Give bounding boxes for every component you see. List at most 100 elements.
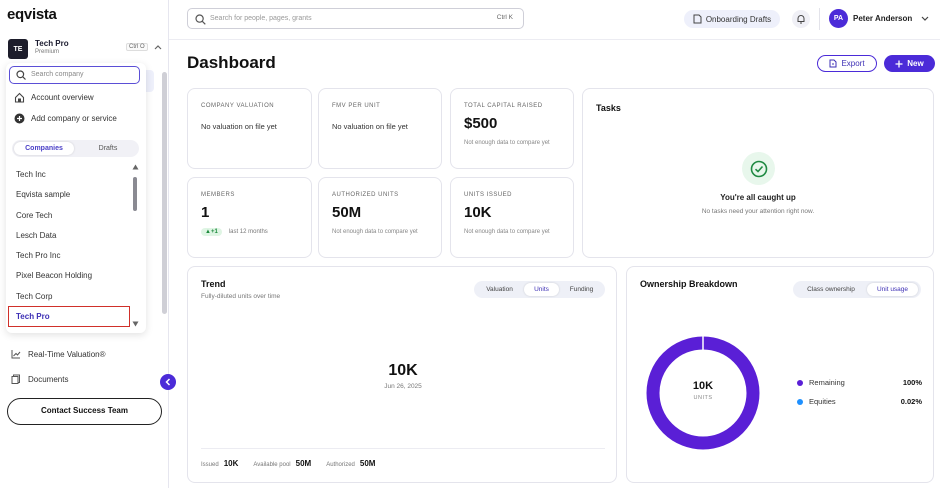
kpi-note: Not enough data to compare yet (332, 229, 418, 235)
company-plan: Premium (35, 49, 60, 55)
tasks-subtext: No tasks need your attention right now. (701, 208, 815, 215)
kpi-note: Not enough data to compare yet (464, 140, 550, 146)
delta-period: last 12 months (228, 229, 268, 235)
global-search-placeholder: Search for people, pages, grants (210, 15, 312, 22)
dropdown-scrollbar-thumb[interactable] (133, 177, 137, 211)
search-shortcut: Ctrl K (496, 14, 513, 21)
company-search-placeholder: Search company (31, 71, 84, 78)
new-button[interactable]: New (884, 55, 935, 72)
top-bar: Search for people, pages, grants Ctrl K … (169, 0, 940, 40)
stat-value: 10K (223, 459, 239, 468)
trend-value: 10K (388, 362, 418, 379)
donut-center-value: 10K (692, 380, 714, 392)
nav-documents[interactable]: Documents (11, 374, 68, 384)
company-dropdown: Search company Account overview Add comp… (6, 63, 146, 333)
kpi-company-valuation: COMPANY VALUATION No valuation on file y… (187, 88, 312, 169)
check-icon (750, 160, 767, 177)
kpi-label: UNITS ISSUED (464, 192, 513, 198)
account-overview-item[interactable]: Account overview (14, 92, 94, 103)
nav-realtime-valuation[interactable]: Real-Time Valuation® (11, 349, 105, 359)
user-avatar[interactable]: PA (829, 9, 848, 28)
kpi-value: 10K (464, 204, 492, 221)
scroll-down-icon[interactable] (132, 321, 139, 327)
kpi-value: $500 (464, 115, 498, 132)
legend-dot-remaining (797, 379, 803, 386)
legend-label: Remaining (809, 378, 845, 387)
trend-date: Jun 26, 2025 (384, 383, 422, 390)
ownership-title: Ownership Breakdown (640, 279, 738, 289)
search-icon (195, 14, 206, 25)
tasks-title: Tasks (596, 103, 621, 113)
chevron-down-icon[interactable] (921, 16, 929, 22)
shortcut-hint: Ctrl O (126, 43, 148, 51)
company-item[interactable]: Pixel Beacon Holding (16, 271, 93, 280)
kpi-fmv-per-unit: FMV PER UNIT No valuation on file yet (318, 88, 442, 169)
stat-value: 50M (359, 459, 376, 468)
chart-line-icon (11, 350, 21, 359)
eqvista-logo[interactable]: eqvista (7, 6, 57, 23)
legend-value: 0.02% (900, 397, 922, 406)
export-button[interactable]: Export (817, 55, 877, 72)
company-item[interactable]: Tech Corp (16, 292, 53, 301)
tab-units[interactable]: Units (524, 283, 559, 296)
sidebar-scrollbar[interactable] (162, 72, 167, 314)
sidebar: eqvista TE Tech Pro Premium Ctrl O Searc… (0, 0, 169, 488)
home-icon (14, 92, 25, 103)
contact-success-team-button[interactable]: Contact Success Team (7, 398, 162, 425)
nav-background (146, 70, 156, 350)
scroll-up-icon[interactable] (132, 164, 139, 170)
company-item-selected[interactable]: Tech Pro (16, 312, 50, 321)
kpi-label: TOTAL CAPITAL RAISED (464, 103, 543, 109)
user-name[interactable]: Peter Anderson (853, 14, 913, 23)
kpi-label: FMV PER UNIT (332, 103, 381, 109)
legend-value: 100% (902, 378, 922, 387)
company-search-input[interactable]: Search company (9, 66, 140, 84)
company-item[interactable]: Lesch Data (16, 231, 57, 240)
trend-title: Trend (201, 279, 226, 289)
tab-valuation[interactable]: Valuation (486, 286, 513, 293)
divider (201, 448, 605, 449)
export-label: Export (841, 59, 865, 68)
tab-drafts[interactable]: Drafts (98, 145, 118, 152)
collapse-sidebar-button[interactable] (160, 374, 176, 390)
legend-remaining: Remaining 100% (797, 378, 922, 387)
page-title: Dashboard (187, 53, 276, 72)
chevron-left-icon (165, 378, 171, 386)
tab-unit-usage[interactable]: Unit usage (867, 283, 918, 296)
check-circle-icon (742, 152, 775, 185)
kpi-total-capital-raised: TOTAL CAPITAL RAISED $500 Not enough dat… (450, 88, 574, 169)
trend-stats: Issued 10K Available pool 50M Authorized… (201, 459, 375, 468)
company-item[interactable]: Core Tech (16, 211, 53, 220)
stat-label: Available pool (253, 462, 291, 468)
company-avatar: TE (8, 39, 28, 59)
kpi-text: No valuation on file yet (332, 122, 408, 131)
company-item[interactable]: Tech Inc (16, 170, 46, 179)
tab-companies[interactable]: Companies (14, 142, 74, 155)
kpi-label: COMPANY VALUATION (201, 103, 275, 109)
tab-class-ownership[interactable]: Class ownership (807, 286, 855, 293)
legend-equities: Equities 0.02% (797, 397, 922, 406)
legend-dot-equities (797, 398, 803, 405)
plus-icon (895, 60, 903, 67)
legend-label: Equities (809, 397, 836, 406)
bell-icon (797, 15, 805, 24)
tab-funding[interactable]: Funding (569, 286, 594, 293)
delta-badge: ▲+1 (201, 228, 222, 236)
kpi-value: 50M (332, 204, 362, 221)
onboarding-drafts-button[interactable]: Onboarding Drafts (684, 10, 780, 28)
document-icon (693, 14, 702, 24)
company-switcher[interactable]: TE Tech Pro Premium Ctrl O (6, 36, 164, 60)
ownership-tabs: Class ownership Unit usage (793, 281, 921, 298)
add-company-item[interactable]: Add company or service (14, 113, 117, 124)
kpi-text: No valuation on file yet (201, 122, 277, 131)
notifications-button[interactable] (792, 10, 810, 28)
trend-card: Trend Fully-diluted units over time Valu… (187, 266, 617, 483)
trend-subtitle: Fully-diluted units over time (201, 293, 281, 300)
company-item[interactable]: Tech Pro Inc (16, 251, 61, 260)
nav-documents-label: Documents (28, 374, 69, 384)
company-item[interactable]: Eqvista sample (16, 190, 71, 199)
kpi-authorized-units: AUTHORIZED UNITS 50M Not enough data to … (318, 177, 442, 258)
global-search-input[interactable]: Search for people, pages, grants Ctrl K (187, 8, 524, 29)
ownership-card: Ownership Breakdown Class ownership Unit… (626, 266, 934, 483)
ownership-donut-chart (646, 336, 760, 450)
